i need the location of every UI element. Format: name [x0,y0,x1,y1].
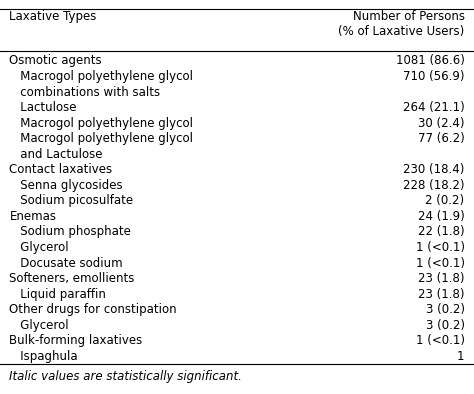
Text: Enemas: Enemas [9,210,56,223]
Text: Lactulose: Lactulose [9,101,77,114]
Text: 77 (6.2): 77 (6.2) [418,132,465,145]
Text: Bulk-forming laxatives: Bulk-forming laxatives [9,334,143,347]
Text: 2 (0.2): 2 (0.2) [425,194,465,207]
Text: Glycerol: Glycerol [9,319,69,332]
Text: Contact laxatives: Contact laxatives [9,163,113,176]
Text: Number of Persons
(% of Laxative Users): Number of Persons (% of Laxative Users) [338,10,465,38]
Text: 264 (21.1): 264 (21.1) [403,101,465,114]
Text: Sodium picosulfate: Sodium picosulfate [9,194,134,207]
Text: and Lactulose: and Lactulose [9,148,103,161]
Text: Glycerol: Glycerol [9,241,69,254]
Text: 30 (2.4): 30 (2.4) [418,117,465,130]
Text: Osmotic agents: Osmotic agents [9,54,102,67]
Text: 3 (0.2): 3 (0.2) [426,319,465,332]
Text: Senna glycosides: Senna glycosides [9,179,123,192]
Text: 1081 (86.6): 1081 (86.6) [396,54,465,67]
Text: Italic values are statistically significant.: Italic values are statistically signific… [9,370,242,383]
Text: 710 (56.9): 710 (56.9) [403,70,465,83]
Text: combinations with salts: combinations with salts [9,85,161,98]
Text: 24 (1.9): 24 (1.9) [418,210,465,223]
Text: Ispaghula: Ispaghula [9,350,78,363]
Text: 23 (1.8): 23 (1.8) [418,272,465,285]
Text: 3 (0.2): 3 (0.2) [426,303,465,316]
Text: Macrogol polyethylene glycol: Macrogol polyethylene glycol [9,132,193,145]
Text: 1 (<0.1): 1 (<0.1) [416,256,465,269]
Text: 23 (1.8): 23 (1.8) [418,288,465,301]
Text: 1 (<0.1): 1 (<0.1) [416,241,465,254]
Text: Macrogol polyethylene glycol: Macrogol polyethylene glycol [9,70,193,83]
Text: 1: 1 [457,350,465,363]
Text: Sodium phosphate: Sodium phosphate [9,225,131,238]
Text: Softeners, emollients: Softeners, emollients [9,272,135,285]
Text: Other drugs for constipation: Other drugs for constipation [9,303,177,316]
Text: 228 (18.2): 228 (18.2) [403,179,465,192]
Text: Laxative Types: Laxative Types [9,10,97,23]
Text: 22 (1.8): 22 (1.8) [418,225,465,238]
Text: Docusate sodium: Docusate sodium [9,256,123,269]
Text: 1 (<0.1): 1 (<0.1) [416,334,465,347]
Text: 230 (18.4): 230 (18.4) [403,163,465,176]
Text: Macrogol polyethylene glycol: Macrogol polyethylene glycol [9,117,193,130]
Text: Liquid paraffin: Liquid paraffin [9,288,106,301]
